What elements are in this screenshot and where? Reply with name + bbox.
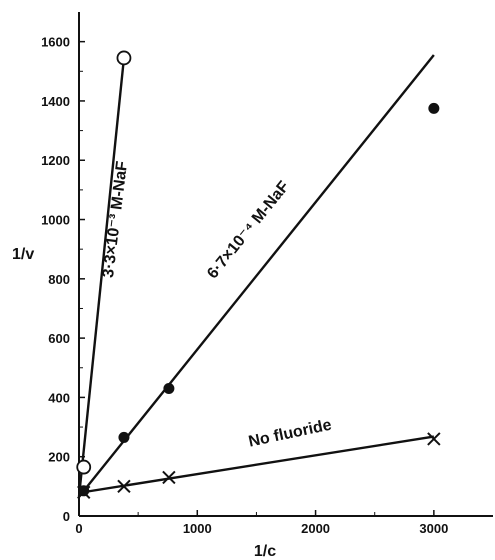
fit-line-series-2	[77, 57, 126, 497]
x-tick-label: 3000	[419, 521, 448, 536]
y-tick-label: 400	[48, 390, 70, 405]
y-tick-label: 0	[63, 509, 70, 524]
y-tick-label: 1000	[41, 213, 70, 228]
data-points	[76, 50, 441, 499]
y-tick-label: 1400	[41, 94, 70, 109]
y-tick-label: 600	[48, 331, 70, 346]
y-tick-label: 1600	[41, 35, 70, 50]
y-axis-ticks: 0 200 400 600 800 1000 1200 1400 1600	[41, 35, 85, 524]
data-point-cross	[427, 432, 441, 446]
data-point-filled-circle	[428, 102, 440, 114]
y-tick-label: 1200	[41, 153, 70, 168]
series-label-no-fluoride: No fluoride	[247, 416, 333, 450]
data-point-filled-circle	[78, 485, 90, 497]
series-label-3-3e-3-naf: 3·3×10⁻³ M-NaF	[100, 160, 131, 279]
x-tick-label: 2000	[301, 521, 330, 536]
x-axis-ticks: 0 1000 2000 3000	[75, 510, 448, 536]
x-axis-title: 1/c	[254, 543, 276, 560]
y-axis-title: 1/v	[12, 246, 34, 263]
y-tick-label: 200	[48, 450, 70, 465]
data-point-open-circle	[116, 50, 132, 66]
y-tick-label: 800	[48, 272, 70, 287]
data-point-filled-circle	[163, 383, 175, 395]
fit-lines	[77, 54, 435, 498]
x-tick-label: 1000	[183, 521, 212, 536]
x-tick-label: 0	[75, 521, 82, 536]
axes	[78, 12, 493, 517]
fit-line-series-0	[78, 435, 435, 495]
series-label-6-7e-4-naf: 6·7×10⁻⁴ M-NaF	[204, 178, 293, 282]
data-point-cross	[117, 479, 131, 494]
fit-line-series-1	[78, 54, 435, 498]
data-point-open-circle	[76, 459, 92, 475]
data-point-filled-circle	[118, 431, 130, 443]
data-point-cross	[162, 470, 176, 485]
